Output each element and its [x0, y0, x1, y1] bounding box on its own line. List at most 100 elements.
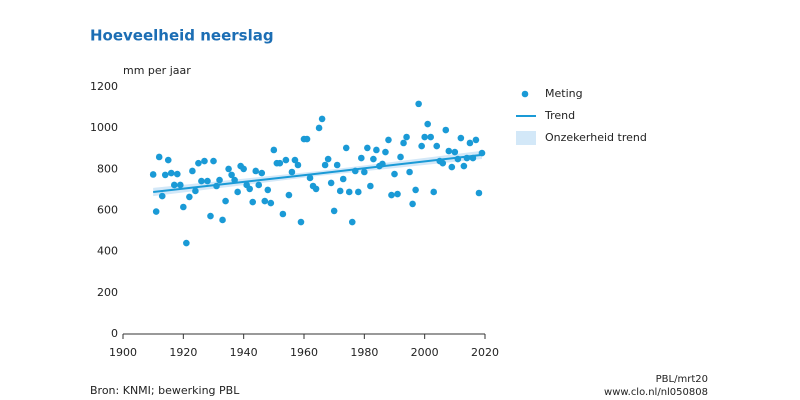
data-point [291, 156, 299, 164]
data-point [430, 188, 438, 196]
data-point [234, 188, 241, 196]
data-point [388, 191, 395, 199]
data-point [367, 182, 374, 190]
data-point [155, 153, 163, 161]
data-point [342, 144, 350, 152]
y-tick-label: 200 [97, 286, 118, 299]
data-point [391, 170, 398, 178]
data-point [180, 203, 187, 211]
data-point [466, 139, 474, 147]
data-point [177, 181, 184, 189]
data-point [454, 155, 462, 163]
legend-label: Onzekerheid trend [545, 131, 647, 144]
data-point [189, 167, 196, 175]
data-point [358, 154, 365, 162]
y-tick-label: 1000 [90, 121, 118, 134]
data-point [409, 200, 416, 208]
data-point [324, 155, 332, 163]
data-point [439, 159, 447, 167]
data-point [255, 181, 263, 189]
data-point [225, 165, 232, 173]
data-point [164, 156, 172, 164]
data-point [174, 170, 181, 178]
data-point [264, 186, 272, 194]
legend-symbol [521, 90, 529, 98]
data-point [201, 157, 208, 165]
data-point [382, 148, 389, 156]
data-point [261, 197, 269, 205]
data-point [252, 167, 260, 175]
chart-title: Hoeveelheid neerslag [90, 27, 274, 45]
data-point [231, 176, 238, 184]
note: PBL/mrt20 [656, 374, 708, 385]
data-point [355, 188, 362, 196]
data-point [276, 159, 284, 167]
data-point [427, 133, 435, 141]
data-point [451, 148, 459, 156]
data-point [270, 146, 278, 154]
data-point [475, 189, 483, 197]
data-point [195, 159, 202, 167]
data-point [469, 154, 477, 162]
data-point [312, 185, 320, 193]
data-point [448, 163, 456, 171]
trend-line [153, 153, 483, 193]
source: Bron: KNMI; bewerking PBL [90, 384, 240, 397]
data-point [222, 197, 229, 205]
y-tick-label: 400 [97, 245, 118, 258]
data-point [442, 126, 450, 134]
data-point [152, 208, 160, 215]
data-point [279, 210, 287, 218]
note: www.clo.nl/nl050808 [604, 387, 708, 398]
data-point [204, 177, 211, 185]
data-point [240, 165, 247, 173]
data-point [463, 154, 471, 162]
data-point [267, 199, 275, 207]
x-tick-label: 2020 [471, 346, 499, 359]
data-point [421, 133, 428, 141]
data-point [213, 182, 220, 190]
data-point [394, 190, 401, 198]
legend-symbol [516, 131, 536, 145]
data-point [351, 167, 359, 175]
data-point [306, 174, 314, 182]
data-point [361, 168, 368, 176]
data-point [330, 207, 338, 215]
x-tick-label: 2000 [411, 346, 439, 359]
data-point [285, 191, 293, 199]
data-point [258, 169, 266, 177]
y-axis-label: mm per jaar [123, 64, 191, 77]
data-point [379, 160, 386, 168]
data-point [207, 212, 214, 220]
data-point [433, 142, 441, 150]
data-point [198, 177, 205, 185]
data-point [149, 171, 157, 178]
data-point [183, 239, 190, 247]
legend-label: Meting [545, 87, 583, 100]
data-point [228, 171, 235, 179]
data-point [400, 139, 407, 147]
x-tick-label: 1920 [169, 346, 197, 359]
y-tick-label: 0 [111, 327, 118, 340]
data-point [318, 115, 326, 123]
y-tick-label: 800 [97, 162, 118, 175]
data-point [321, 161, 329, 169]
data-point [364, 144, 371, 152]
data-point [415, 100, 422, 108]
data-point [170, 181, 178, 189]
data-point [345, 188, 353, 196]
data-point [478, 149, 486, 157]
data-point [457, 134, 465, 142]
data-point [192, 187, 199, 195]
data-point [210, 157, 217, 165]
data-point [445, 147, 453, 155]
data-point [406, 168, 413, 176]
data-point [246, 185, 253, 193]
data-point [249, 198, 257, 206]
data-point [303, 135, 311, 143]
data-point [333, 161, 341, 169]
data-point [339, 175, 347, 183]
data-point [403, 133, 410, 141]
x-tick-label: 1900 [109, 346, 137, 359]
